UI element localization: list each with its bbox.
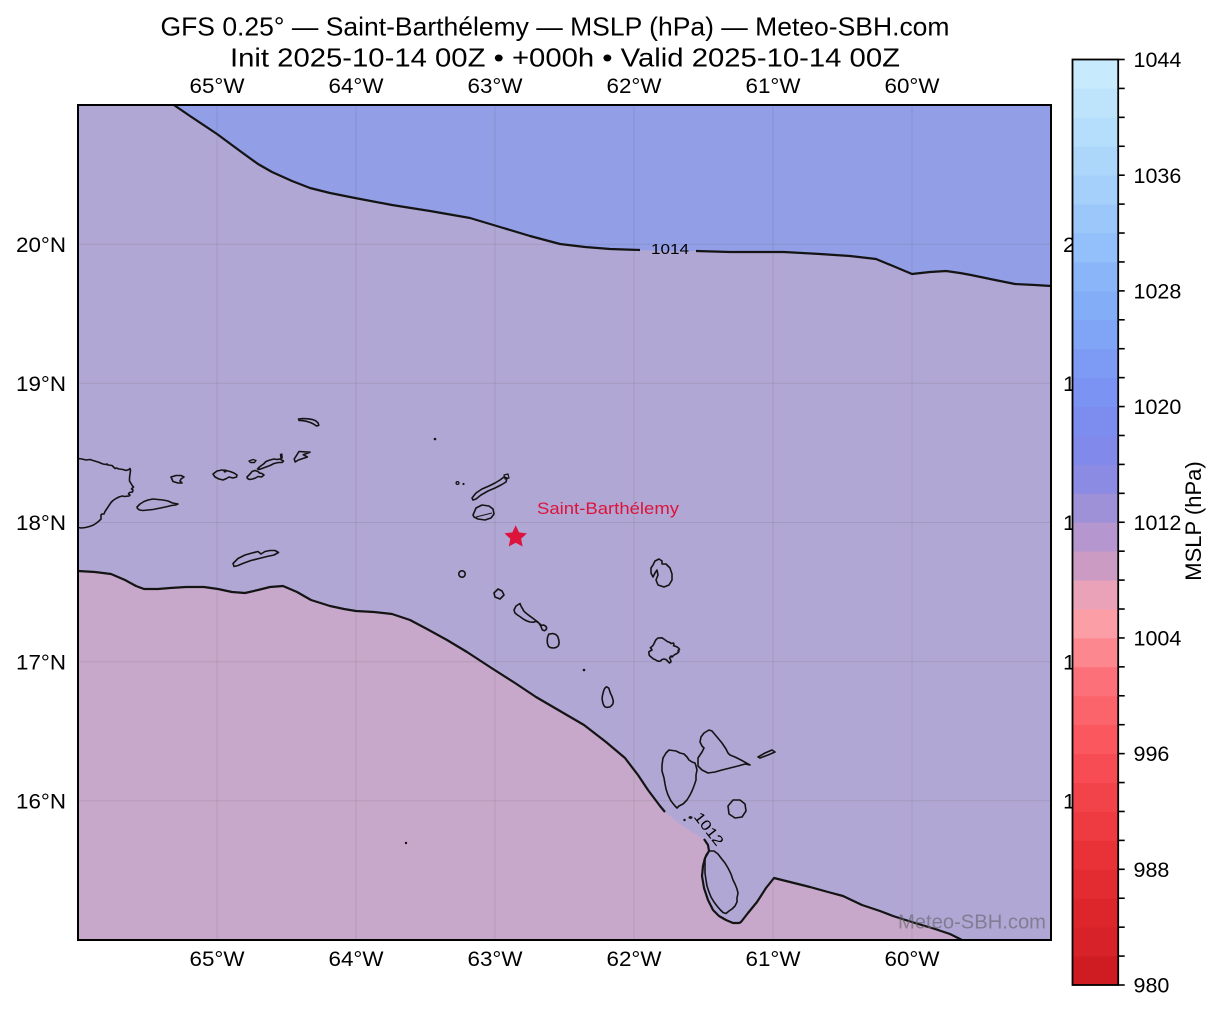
svg-text:65°W: 65°W: [190, 74, 246, 98]
svg-text:1004: 1004: [1134, 627, 1182, 651]
svg-text:62°W: 62°W: [607, 74, 663, 98]
svg-text:62°W: 62°W: [607, 947, 663, 971]
svg-text:Saint-Barthélemy: Saint-Barthélemy: [537, 499, 680, 518]
svg-text:63°W: 63°W: [468, 74, 524, 98]
svg-text:61°W: 61°W: [746, 74, 802, 98]
svg-text:980: 980: [1134, 974, 1170, 998]
svg-text:MSLP (hPa): MSLP (hPa): [1181, 461, 1206, 580]
svg-text:63°W: 63°W: [468, 947, 524, 971]
svg-text:1012: 1012: [1134, 511, 1182, 535]
svg-text:1014: 1014: [651, 242, 689, 258]
svg-text:Meteo-SBH.com: Meteo-SBH.com: [898, 912, 1046, 934]
svg-text:GFS 0.25° — Saint-Barthélemy —: GFS 0.25° — Saint-Barthélemy — MSLP (hPa…: [161, 12, 950, 42]
svg-text:64°W: 64°W: [329, 74, 385, 98]
svg-text:60°W: 60°W: [885, 74, 941, 98]
svg-text:1036: 1036: [1134, 164, 1182, 188]
svg-text:1044: 1044: [1134, 48, 1182, 72]
svg-text:16°N: 16°N: [16, 790, 66, 814]
svg-text:1028: 1028: [1134, 279, 1182, 303]
svg-text:988: 988: [1134, 858, 1170, 882]
svg-text:17°N: 17°N: [16, 650, 66, 674]
svg-text:1020: 1020: [1134, 395, 1182, 419]
svg-text:61°W: 61°W: [746, 947, 802, 971]
svg-text:18°N: 18°N: [16, 511, 66, 535]
svg-text:Init 2025-10-14 00Z • +000h •: Init 2025-10-14 00Z • +000h • Valid 2025…: [230, 43, 900, 73]
svg-text:19°N: 19°N: [16, 372, 66, 396]
svg-text:65°W: 65°W: [190, 947, 246, 971]
svg-text:60°W: 60°W: [885, 947, 941, 971]
svg-text:64°W: 64°W: [329, 947, 385, 971]
svg-text:20°N: 20°N: [16, 233, 66, 257]
svg-text:996: 996: [1134, 742, 1170, 766]
